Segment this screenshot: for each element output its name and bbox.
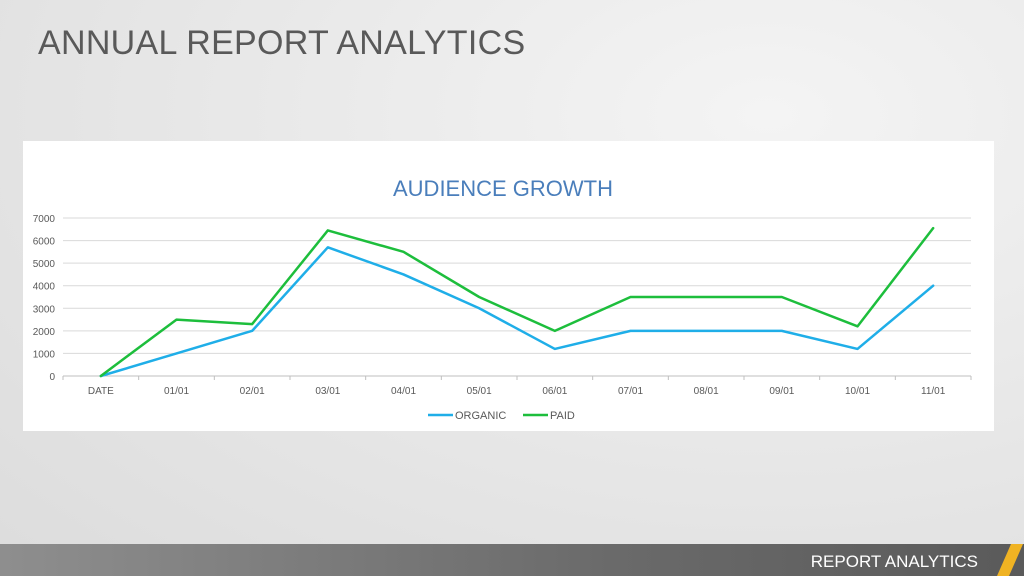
x-tick-label: 11/01 <box>921 386 946 397</box>
series-line-organic <box>99 246 935 378</box>
x-tick-label: 09/01 <box>769 386 794 397</box>
y-tick-label: 6000 <box>33 237 56 248</box>
x-tick-label: 10/01 <box>845 386 870 397</box>
y-tick-label: 5000 <box>33 259 56 270</box>
chart-panel: AUDIENCE GROWTH 0 1000 2000 3000 4000 5000 600… <box>23 141 994 431</box>
accent-slash-shape <box>997 544 1023 576</box>
x-tick-label: 01/01 <box>164 386 189 397</box>
x-tick-label: 07/01 <box>618 386 643 397</box>
y-tick-label: 7000 <box>33 214 56 225</box>
y-tick-label: 4000 <box>33 282 56 293</box>
x-tick-label: 05/01 <box>467 386 492 397</box>
y-tick-label: 0 <box>49 372 55 383</box>
legend-label-paid: PAID <box>550 410 575 422</box>
x-tick-label: 03/01 <box>315 386 340 397</box>
x-tick-label: DATE <box>88 386 114 397</box>
legend: ORGANIC PAID <box>428 410 575 422</box>
x-tick-label: 04/01 <box>391 386 416 397</box>
footer-bar: REPORT ANALYTICS <box>0 544 1024 576</box>
footer-accent-slash <box>997 544 1023 576</box>
x-axis-ticks: DATE 01/01 02/01 03/01 04/01 05/01 06/01 07/01 0… <box>62 376 972 397</box>
y-tick-label: 3000 <box>33 304 56 315</box>
y-tick-label: 2000 <box>33 327 56 338</box>
series-lines <box>99 226 935 378</box>
x-tick-label: 06/01 <box>542 386 567 397</box>
y-axis-ticks: 0 1000 2000 3000 4000 5000 6000 7000 <box>33 214 56 383</box>
x-tick-label: 02/01 <box>240 386 265 397</box>
slide-title: ANNUAL REPORT ANALYTICS <box>38 24 526 62</box>
audience-growth-chart: AUDIENCE GROWTH 0 1000 2000 3000 4000 5000 600… <box>33 176 972 422</box>
legend-label-organic: ORGANIC <box>455 410 506 422</box>
chart-title: AUDIENCE GROWTH <box>393 176 613 201</box>
y-tick-label: 1000 <box>33 349 56 360</box>
grid-lines <box>63 217 971 377</box>
footer-text: REPORT ANALYTICS <box>810 552 978 571</box>
series-line-paid <box>99 226 935 378</box>
x-tick-label: 08/01 <box>694 386 719 397</box>
